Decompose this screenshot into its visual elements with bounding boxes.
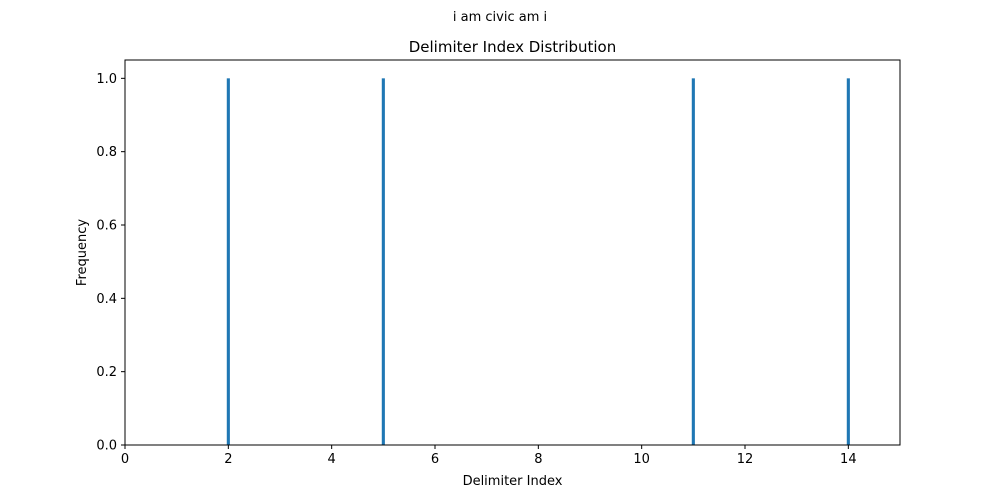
y-tick-label: 1.0 (96, 72, 117, 87)
x-tick-label: 6 (431, 452, 439, 467)
x-tick-label: 4 (328, 452, 336, 467)
bar-index-14 (846, 78, 850, 445)
x-tick-label: 12 (737, 452, 754, 467)
y-tick-label: 0.0 (96, 439, 117, 454)
plot-area-frame (124, 59, 901, 446)
bar-index-2 (226, 78, 230, 445)
y-tick-label: 0.8 (96, 145, 117, 160)
bars-layer (226, 78, 850, 445)
x-axis-label: Delimiter Index (463, 474, 563, 489)
y-axis-ticks: 0.0 0.2 0.4 0.6 0.8 1.0 (96, 72, 125, 454)
x-axis-ticks: 0 2 4 6 8 10 12 14 (121, 445, 857, 467)
x-tick-label: 8 (534, 452, 542, 467)
x-tick-label: 2 (224, 452, 232, 467)
bar-index-11 (691, 78, 695, 445)
chart-suptitle: i am civic am i (453, 10, 547, 25)
bar-index-5 (381, 78, 385, 445)
x-tick-label: 14 (840, 452, 857, 467)
y-tick-label: 0.6 (96, 219, 117, 234)
chart-title: Delimiter Index Distribution (409, 38, 617, 56)
x-tick-label: 0 (121, 452, 129, 467)
x-tick-label: 10 (633, 452, 650, 467)
y-tick-label: 0.2 (96, 365, 117, 380)
y-axis-label: Frequency (75, 219, 90, 286)
y-tick-label: 0.4 (96, 292, 117, 307)
